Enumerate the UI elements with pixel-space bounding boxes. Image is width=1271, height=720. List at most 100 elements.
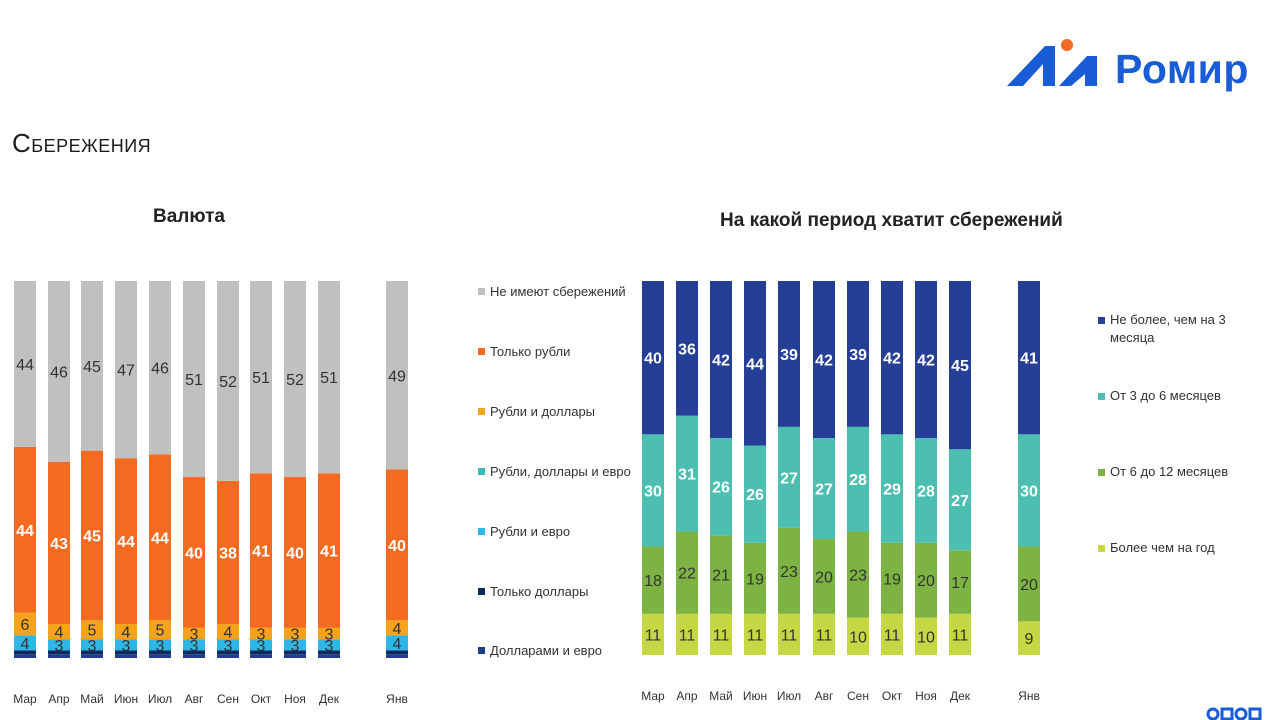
c2-tick-Апр: Апр	[676, 689, 698, 703]
c2-label-Не более, чем на 3 месяца-Июн: 44	[746, 356, 764, 373]
c1-bar-Рубли и доллары-Авг	[183, 627, 205, 640]
c2-bar-От 6 до 12 месяцев-Янв	[1018, 546, 1040, 622]
c2-label-От 3 до 6 месяцев-Янв: 30	[1020, 483, 1038, 500]
c2-bar-От 6 до 12 месяцев-Дек	[949, 550, 971, 614]
c1-bar-Только рубли-Ноя	[284, 477, 306, 628]
c1-label-Только рубли-Июн: 44	[117, 534, 135, 551]
c2-bar-От 6 до 12 месяцев-Июл	[778, 527, 800, 614]
c2-label-От 3 до 6 месяцев-Окт: 29	[883, 482, 901, 499]
c2-label-Не более, чем на 3 месяца-Май: 42	[712, 353, 730, 370]
c2-bar-Более чем на год-Окт	[881, 613, 903, 655]
c1-bar-Только доллары-Мар	[14, 650, 36, 655]
c2-label-От 6 до 12 месяцев-Сен: 23	[849, 568, 867, 585]
page-title: Сбережения	[12, 128, 152, 158]
c2-bar-От 6 до 12 месяцев-Сен	[847, 531, 869, 618]
c1-label-Рубли и евро-Авг: 3	[190, 638, 199, 655]
legend-label: От 3 до 6 месяцев	[1110, 388, 1221, 403]
c2-bar-От 3 до 6 месяцев-Окт	[881, 434, 903, 543]
legend-item: Не более, чем на 3 месяца	[1098, 311, 1248, 347]
c1-label-Рубли и евро-Окт: 3	[257, 638, 266, 655]
c1-bar-Не имеют сбережений-Авг	[183, 281, 205, 478]
c2-label-От 6 до 12 месяцев-Ноя: 20	[917, 573, 935, 590]
c2-tick-Июн: Июн	[743, 689, 767, 703]
c1-tick-Июн: Июн	[114, 692, 138, 706]
c1-label-Только рубли-Июл: 44	[151, 530, 169, 547]
c2-bar-От 3 до 6 месяцев-Янв	[1018, 434, 1040, 547]
c1-label-Рубли и доллары-Ноя: 3	[291, 626, 300, 643]
c1-bar-Рубли и доллары-Апр	[48, 624, 70, 640]
c2-label-От 3 до 6 месяцев-Дек: 27	[951, 493, 969, 510]
c1-label-Не имеют сбережений-Янв: 49	[388, 368, 406, 385]
c1-bar-Рубли и евро-Июн	[115, 639, 137, 651]
legend-item: От 3 до 6 месяцев	[1098, 387, 1248, 405]
c1-label-Только рубли-Дек: 41	[320, 544, 338, 561]
c2-bar-Более чем на год-Мар	[642, 613, 664, 655]
c1-bar-Долларами и евро-Сен	[217, 654, 239, 658]
c1-bar-Не имеют сбережений-Апр	[48, 281, 70, 462]
c1-bar-Только рубли-Апр	[48, 461, 70, 625]
legend-swatch	[1098, 393, 1105, 400]
legend-item: Только рубли	[478, 344, 570, 359]
c2-label-От 6 до 12 месяцев-Июл: 23	[780, 564, 798, 581]
c1-label-Только рубли-Май: 45	[83, 528, 101, 545]
c2-tick-Июл: Июл	[777, 689, 801, 703]
c1-tick-Ноя: Ноя	[284, 692, 306, 706]
legend-item: От 6 до 12 месяцев	[1098, 463, 1248, 481]
c1-bar-Только рубли-Дек	[318, 473, 340, 628]
c1-label-Рубли и евро-Июн: 3	[122, 638, 131, 655]
c2-label-От 6 до 12 месяцев-Июн: 19	[746, 571, 764, 588]
c2-label-От 3 до 6 месяцев-Мар: 30	[644, 483, 662, 500]
c1-bar-Не имеют сбережений-Мар	[14, 281, 36, 447]
legend-label: Долларами и евро	[490, 643, 603, 658]
c1-label-Не имеют сбережений-Мар: 44	[16, 357, 34, 374]
c1-bar-Долларами и евро-Май	[81, 654, 103, 658]
c2-bar-Более чем на год-Янв	[1018, 621, 1040, 655]
c1-label-Рубли и доллары-Май: 5	[88, 623, 97, 640]
c1-tick-Дек: Дек	[319, 692, 340, 706]
c2-bar-Не более, чем на 3 месяца-Мар	[642, 281, 664, 435]
c2-label-Не более, чем на 3 месяца-Сен: 39	[849, 347, 867, 364]
c2-bar-От 6 до 12 месяцев-Июн	[744, 542, 766, 614]
c2-bar-Не более, чем на 3 месяца-Апр	[676, 281, 698, 416]
c2-bar-От 3 до 6 месяцев-Апр	[676, 415, 698, 532]
c1-bar-Только доллары-Сен	[217, 650, 239, 655]
c1-bar-Рубли и доллары-Май	[81, 620, 103, 640]
c1-bar-Рубли и доллары-Июн	[115, 624, 137, 640]
c2-bar-От 6 до 12 месяцев-Ноя	[915, 542, 937, 618]
c2-bar-Не более, чем на 3 месяца-Июл	[778, 281, 800, 427]
chart1-title: Валюта	[153, 206, 225, 227]
romir-logo[interactable]: Ромир	[1005, 36, 1267, 102]
c1-bar-Рубли и доллары-Июл	[149, 620, 171, 640]
legend-label: Не имеют сбережений	[490, 284, 626, 299]
c1-label-Рубли и доллары-Апр: 4	[55, 625, 64, 642]
c2-tick-Янв: Янв	[1018, 689, 1040, 703]
c2-tick-Мар: Мар	[641, 689, 665, 703]
c2-bar-Более чем на год-Май	[710, 613, 732, 655]
c1-label-Только рубли-Мар: 44	[16, 523, 34, 540]
c2-bar-От 6 до 12 месяцев-Мар	[642, 546, 664, 614]
c1-bar-Только рубли-Окт	[250, 473, 272, 628]
c2-bar-От 3 до 6 месяцев-Сен	[847, 426, 869, 532]
c1-bar-Не имеют сбережений-Янв	[386, 281, 408, 470]
chart2-title: На какой период хватит сбережений	[720, 210, 1063, 231]
legend-swatch	[478, 468, 485, 475]
c2-bar-От 6 до 12 месяцев-Авг	[813, 539, 835, 614]
c2-label-От 3 до 6 месяцев-Ноя: 28	[917, 483, 935, 500]
c1-bar-Не имеют сбережений-Ноя	[284, 281, 306, 478]
c2-bar-От 3 до 6 месяцев-Май	[710, 438, 732, 536]
c2-label-Более чем на год-Авг: 11	[816, 627, 833, 644]
c1-label-Только рубли-Ноя: 40	[286, 545, 304, 562]
c2-bar-От 3 до 6 месяцев-Дек	[949, 449, 971, 551]
c1-bar-Долларами и евро-Июл	[149, 654, 171, 658]
corner-logo	[1205, 700, 1271, 720]
c1-bar-Рубли и доллары-Мар	[14, 612, 36, 636]
c1-label-Рубли и доллары-Янв: 4	[393, 621, 402, 638]
c2-label-Более чем на год-Ноя: 10	[917, 629, 935, 646]
brand-name: Ромир	[1115, 46, 1249, 92]
c2-label-Более чем на год-Май: 11	[713, 627, 730, 644]
legend-label: От 6 до 12 месяцев	[1110, 464, 1229, 479]
c2-tick-Май: Май	[709, 689, 733, 703]
c2-bar-От 3 до 6 месяцев-Ноя	[915, 438, 937, 543]
c2-label-Более чем на год-Июн: 11	[747, 627, 764, 644]
